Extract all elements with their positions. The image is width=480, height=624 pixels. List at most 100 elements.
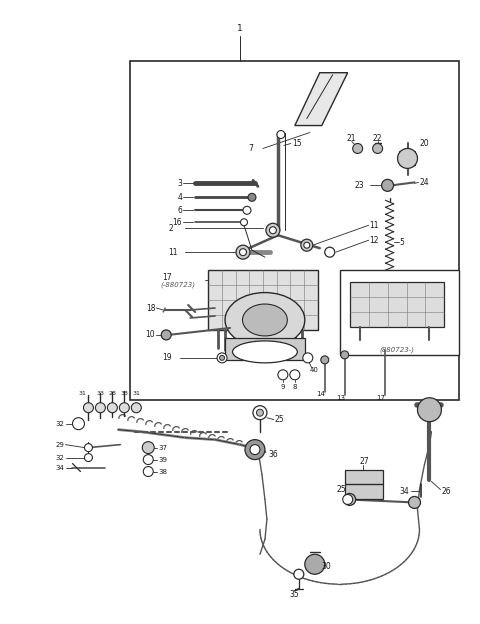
Circle shape [344,494,356,505]
Text: 2: 2 [168,224,173,233]
Text: 33: 33 [120,391,128,396]
Text: 33: 33 [96,391,105,396]
Circle shape [84,454,93,462]
Circle shape [161,330,171,340]
Text: 32: 32 [56,421,64,427]
Circle shape [397,149,418,168]
Circle shape [256,409,264,416]
Circle shape [301,239,313,251]
Text: 17: 17 [376,395,385,401]
Circle shape [236,245,250,259]
Polygon shape [295,72,348,125]
Circle shape [343,494,353,504]
Text: 40: 40 [310,367,319,373]
Text: 32: 32 [56,454,64,461]
Bar [208,270,318,330]
Circle shape [120,402,129,412]
Ellipse shape [232,341,297,363]
Text: 10: 10 [145,331,155,339]
Text: 3: 3 [177,179,182,188]
Text: 17: 17 [162,273,172,281]
Bar [225,338,305,360]
Text: 31: 31 [79,391,86,396]
Ellipse shape [242,304,288,336]
Circle shape [372,144,383,154]
Text: 39: 39 [158,457,167,462]
Text: 12: 12 [370,236,379,245]
Text: 31: 31 [132,391,140,396]
Text: 36: 36 [268,450,277,459]
Text: 20: 20 [420,139,429,148]
Circle shape [96,402,106,412]
Circle shape [84,444,93,452]
Circle shape [325,247,335,257]
Text: 11: 11 [168,248,178,256]
Text: 13: 13 [336,395,345,401]
Circle shape [321,356,329,364]
Bar [350,282,444,327]
Text: 25: 25 [275,415,285,424]
Text: 15: 15 [292,139,301,148]
Text: (-880723): (-880723) [160,282,195,288]
Text: 22: 22 [373,134,383,143]
Circle shape [108,402,117,412]
Text: 4: 4 [177,193,182,202]
Text: 21: 21 [347,134,357,143]
Circle shape [72,417,84,430]
Bar [130,61,459,400]
Circle shape [84,402,94,412]
Bar [340,270,459,355]
Text: 38: 38 [158,469,167,474]
Text: 37: 37 [158,445,167,451]
Circle shape [277,130,285,139]
Text: 8: 8 [293,384,297,390]
Text: 26: 26 [442,487,451,496]
Circle shape [240,249,247,256]
Circle shape [245,440,265,459]
Circle shape [253,406,267,420]
Circle shape [341,351,348,359]
Text: 30: 30 [322,562,332,571]
Circle shape [408,497,420,509]
Circle shape [240,219,248,226]
Text: 35: 35 [289,590,299,598]
Text: 19: 19 [162,353,172,363]
Circle shape [303,353,313,363]
Circle shape [132,402,141,412]
Text: 25: 25 [337,485,347,494]
Circle shape [248,193,256,202]
Ellipse shape [225,293,305,348]
Circle shape [266,223,280,237]
Circle shape [382,179,394,192]
Text: 6: 6 [177,206,182,215]
Text: 29: 29 [56,442,64,447]
Circle shape [294,569,304,579]
Circle shape [269,227,276,234]
Text: 28: 28 [108,391,116,396]
Bar [345,469,383,499]
Text: 1: 1 [237,24,243,33]
Text: 18: 18 [146,303,155,313]
Circle shape [217,353,227,363]
Text: 11: 11 [370,221,379,230]
Text: 5: 5 [399,238,405,246]
Circle shape [278,370,288,380]
Circle shape [144,455,153,464]
Text: 16: 16 [172,218,182,227]
Text: 24: 24 [420,178,429,187]
Circle shape [142,442,154,454]
Text: 14: 14 [316,391,325,397]
Text: 34: 34 [56,464,64,470]
Circle shape [144,467,153,477]
Circle shape [243,207,251,214]
Text: 23: 23 [355,181,364,190]
Circle shape [290,370,300,380]
Text: (880723-): (880723-) [379,347,414,353]
Text: 7: 7 [248,144,253,153]
Circle shape [219,356,225,360]
Text: 9: 9 [281,384,285,390]
Circle shape [250,445,260,455]
Circle shape [418,397,442,422]
Text: 27: 27 [360,457,369,466]
Circle shape [305,554,325,574]
